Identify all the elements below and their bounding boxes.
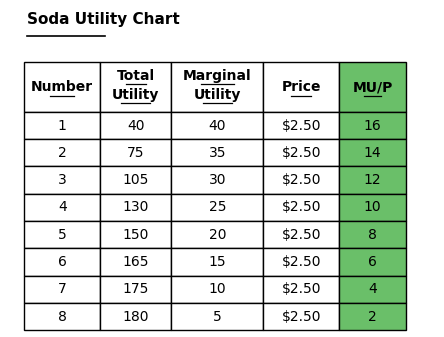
Bar	[263, 248, 339, 276]
Bar	[339, 139, 406, 166]
Text: 15: 15	[209, 255, 226, 269]
Text: 5: 5	[58, 228, 67, 242]
Text: Soda Utility Chart: Soda Utility Chart	[27, 12, 179, 27]
Bar	[24, 221, 100, 248]
Bar	[171, 194, 263, 221]
Text: 75: 75	[127, 146, 144, 160]
Text: Price: Price	[281, 80, 321, 94]
Text: 4: 4	[368, 282, 377, 296]
Bar	[339, 303, 406, 330]
Bar	[339, 276, 406, 303]
Text: 4: 4	[58, 201, 67, 214]
Text: 10: 10	[209, 282, 226, 296]
Bar	[171, 276, 263, 303]
Text: 3: 3	[58, 173, 67, 187]
Bar	[100, 248, 171, 276]
Bar	[263, 166, 339, 194]
Bar	[339, 221, 406, 248]
Text: 30: 30	[209, 173, 226, 187]
Text: 8: 8	[368, 228, 377, 242]
Bar	[24, 276, 100, 303]
Text: 14: 14	[364, 146, 381, 160]
Text: $2.50: $2.50	[281, 201, 321, 214]
Bar	[263, 276, 339, 303]
Text: $2.50: $2.50	[281, 173, 321, 187]
Bar	[339, 166, 406, 194]
Bar	[263, 194, 339, 221]
Text: $2.50: $2.50	[281, 119, 321, 132]
Text: 5: 5	[213, 310, 222, 324]
Text: 12: 12	[364, 173, 381, 187]
Bar	[339, 194, 406, 221]
Bar	[24, 112, 100, 139]
Bar	[100, 194, 171, 221]
Bar	[263, 139, 339, 166]
Bar	[171, 166, 263, 194]
Text: Utility: Utility	[194, 88, 241, 101]
Text: 175: 175	[123, 282, 149, 296]
Text: 150: 150	[123, 228, 149, 242]
Bar	[100, 276, 171, 303]
Text: Marginal: Marginal	[183, 69, 252, 83]
Text: 7: 7	[58, 282, 67, 296]
Text: $2.50: $2.50	[281, 228, 321, 242]
Bar	[24, 166, 100, 194]
Text: 40: 40	[127, 119, 144, 132]
Text: Number: Number	[31, 80, 93, 94]
Text: $2.50: $2.50	[281, 255, 321, 269]
Bar	[24, 248, 100, 276]
Text: 40: 40	[209, 119, 226, 132]
Bar	[263, 303, 339, 330]
Bar	[171, 112, 263, 139]
Bar	[171, 248, 263, 276]
Bar	[100, 166, 171, 194]
Bar	[100, 139, 171, 166]
Text: 2: 2	[368, 310, 377, 324]
Text: 180: 180	[123, 310, 149, 324]
Bar	[171, 221, 263, 248]
Bar	[171, 303, 263, 330]
Text: 130: 130	[123, 201, 149, 214]
Text: 2: 2	[58, 146, 67, 160]
Bar	[339, 112, 406, 139]
Bar	[171, 139, 263, 166]
Text: $2.50: $2.50	[281, 146, 321, 160]
Bar	[100, 303, 171, 330]
Text: 6: 6	[58, 255, 67, 269]
Bar	[24, 194, 100, 221]
Text: 1: 1	[58, 119, 67, 132]
Bar	[339, 248, 406, 276]
Text: MU/P: MU/P	[353, 80, 393, 94]
Text: 10: 10	[364, 201, 381, 214]
Text: $2.50: $2.50	[281, 282, 321, 296]
Text: Utility: Utility	[112, 88, 159, 101]
Bar	[100, 112, 171, 139]
Text: 25: 25	[209, 201, 226, 214]
Bar	[24, 303, 100, 330]
Text: 35: 35	[209, 146, 226, 160]
Text: 16: 16	[364, 119, 381, 132]
Text: Total: Total	[117, 69, 155, 83]
Bar	[100, 221, 171, 248]
Text: 165: 165	[123, 255, 149, 269]
Text: 105: 105	[123, 173, 149, 187]
Bar	[24, 139, 100, 166]
Text: 8: 8	[58, 310, 67, 324]
Text: 20: 20	[209, 228, 226, 242]
Text: 6: 6	[368, 255, 377, 269]
Bar	[263, 112, 339, 139]
Bar	[263, 221, 339, 248]
Text: $2.50: $2.50	[281, 310, 321, 324]
